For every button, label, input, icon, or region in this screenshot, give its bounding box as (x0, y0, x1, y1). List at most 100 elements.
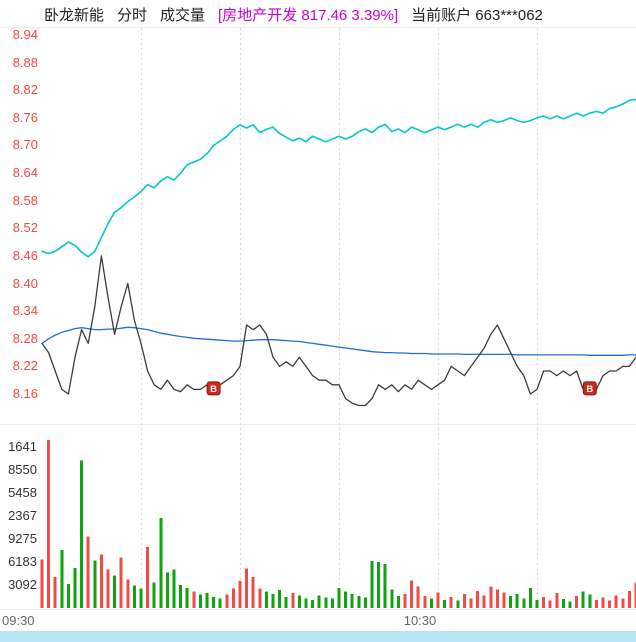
volume-bar (482, 595, 486, 608)
volume-bar (363, 597, 367, 608)
volume-bar (179, 584, 183, 608)
volume-bar (258, 588, 262, 608)
volume-bar (165, 572, 169, 608)
volume-bar (40, 559, 44, 608)
sector-index-line (41, 98, 636, 258)
volume-bar (66, 584, 70, 608)
volume-bar (60, 549, 64, 608)
volume-bar (588, 594, 592, 608)
volume-bar (192, 591, 196, 608)
svg-text:B: B (210, 384, 217, 395)
volume-bar (423, 596, 427, 608)
volume-bar (159, 517, 163, 608)
volume-bar (86, 536, 90, 608)
volume-bar (324, 597, 328, 608)
volume-bar (350, 593, 354, 608)
volume-bar (330, 598, 334, 608)
volume-bar (429, 598, 433, 608)
svg-text:B: B (586, 384, 593, 395)
account-info: 当前账户 663***062 (411, 6, 543, 24)
volume-bar (238, 581, 242, 608)
tab-volume[interactable]: 成交量 (160, 6, 206, 24)
volume-bar (383, 564, 387, 608)
volume-bar (146, 547, 150, 608)
volume-bar (594, 599, 598, 608)
volume-bar (218, 598, 222, 608)
volume-bar (489, 586, 493, 608)
volume-bar (278, 590, 282, 608)
stock-name[interactable]: 卧龙新能 (44, 6, 105, 24)
volume-bar (152, 582, 156, 608)
volume-bar (231, 588, 235, 608)
volume-bar (581, 591, 585, 608)
volume-bar (304, 598, 308, 608)
volume-bar (390, 589, 394, 608)
volume-bar (93, 560, 97, 608)
buy-marker[interactable]: B (206, 381, 221, 396)
volume-bar (614, 595, 618, 608)
volume-bar (284, 596, 288, 608)
volume-bar (561, 599, 565, 608)
volume-bar (205, 593, 209, 608)
volume-bar (515, 593, 519, 608)
volume-bar (106, 569, 110, 608)
volume-bar (627, 590, 631, 608)
volume-bar (317, 595, 321, 608)
volume-bar (245, 568, 249, 608)
volume-bar (522, 598, 526, 608)
volume-bar (416, 586, 420, 608)
volume-bar (291, 593, 295, 608)
volume-bar (47, 439, 51, 608)
volume-bar (555, 593, 559, 608)
volume-bar (311, 599, 315, 608)
volume-bar (495, 589, 499, 608)
volume-bar (410, 580, 414, 608)
volume-bar (198, 594, 202, 608)
volume-bar (113, 575, 117, 608)
volume-bar (502, 592, 506, 608)
volume-bar (469, 598, 473, 608)
chart-header: 卧龙新能 分时 成交量 [房地产开发 817.46 3.39%] 当前账户 66… (44, 4, 543, 24)
volume-bar (73, 567, 77, 608)
volume-bar (99, 554, 103, 608)
price-line (41, 255, 636, 407)
volume-bar (357, 596, 361, 608)
volume-bar (80, 460, 84, 608)
volume-bar (568, 601, 572, 608)
volume-bar (132, 585, 136, 608)
volume-bar (53, 576, 57, 608)
volume-bar (370, 561, 374, 608)
volume-bar (608, 600, 612, 608)
volume-bar (337, 587, 341, 608)
volume-bar (264, 591, 268, 608)
volume-bar (476, 590, 480, 608)
volume-bar (621, 598, 625, 608)
volume-bar (297, 595, 301, 608)
volume-bar (185, 587, 189, 608)
buy-marker[interactable]: B (582, 381, 597, 396)
volume-bar (271, 593, 275, 608)
sector-quote[interactable]: [房地产开发 817.46 3.39%] (218, 6, 399, 24)
tab-intraday[interactable]: 分时 (117, 6, 148, 24)
volume-bar (509, 596, 513, 608)
volume-bar (575, 596, 579, 608)
volume-bar (535, 599, 539, 608)
volume-bar (456, 600, 460, 608)
volume-bar (443, 599, 447, 608)
volume-bar (634, 582, 636, 608)
volume-bar (251, 576, 255, 608)
volume-bar (449, 596, 453, 608)
volume-bar (542, 596, 546, 608)
volume-bar (172, 569, 176, 608)
horizontal-scrollbar[interactable] (0, 631, 636, 642)
average-price-line (41, 326, 636, 356)
volume-bar (403, 593, 407, 608)
volume-bar (126, 579, 130, 608)
volume-bar (139, 588, 143, 608)
volume-bar (212, 596, 216, 608)
volume-bar (436, 592, 440, 608)
volume-bar (601, 597, 605, 608)
volume-bar (225, 594, 229, 608)
